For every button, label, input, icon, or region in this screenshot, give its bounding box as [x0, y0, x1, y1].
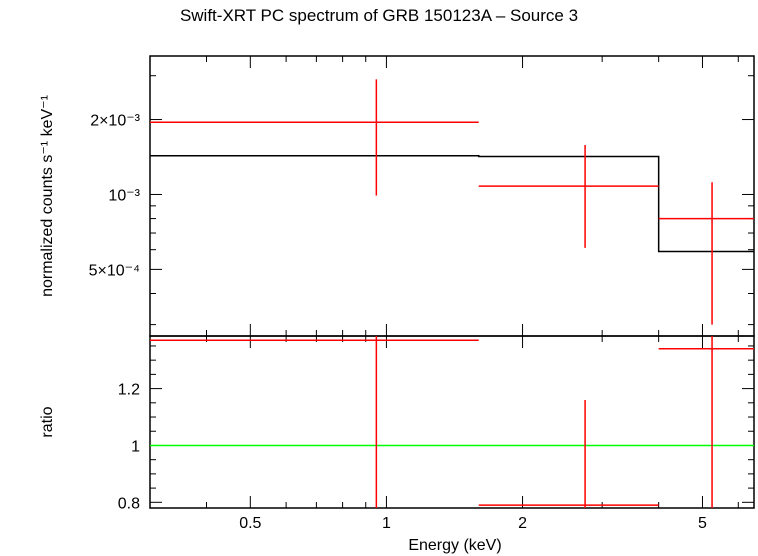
spectrum-axes-box — [149, 55, 755, 337]
x-tick-label: 5 — [698, 515, 707, 532]
model-step-line — [150, 155, 754, 253]
spectrum-panel-frame — [149, 55, 755, 337]
ratio-panel-ticks — [149, 336, 754, 508]
y-tick-label: 5×10⁻⁴ — [89, 262, 140, 279]
ratio-tick-label: 1 — [131, 438, 140, 455]
y-tick-label: 2×10⁻³ — [90, 113, 140, 130]
x-tick-label: 0.5 — [239, 515, 261, 532]
ratio-tick-label: 0.8 — [118, 495, 140, 512]
chart-title: Swift-XRT PC spectrum of GRB 150123A – S… — [179, 6, 579, 25]
x-tick-label: 1 — [382, 515, 391, 532]
ratio-panel-marks — [150, 336, 754, 508]
x-axis-label: Energy (keV) — [408, 537, 501, 554]
spectrum-panel-marks — [150, 79, 754, 325]
axis-labels: 0.5 1 2 5 2×10⁻³ 10⁻³ 5×10⁻⁴ 0.8 1 1.2 Energy (keV… — [39, 95, 707, 554]
y-tick-label: 10⁻³ — [108, 187, 140, 204]
y-axis-label: normalized counts s⁻¹ keV⁻¹ — [39, 95, 56, 297]
ratio-tick-label: 1.2 — [118, 382, 140, 399]
ratio-axis-label: ratio — [39, 406, 56, 437]
ratio-axes-box — [149, 335, 755, 509]
x-tick-label: 2 — [518, 515, 527, 532]
ratio-panel-frame — [149, 335, 755, 509]
spectrum-panel-ticks — [149, 56, 754, 336]
